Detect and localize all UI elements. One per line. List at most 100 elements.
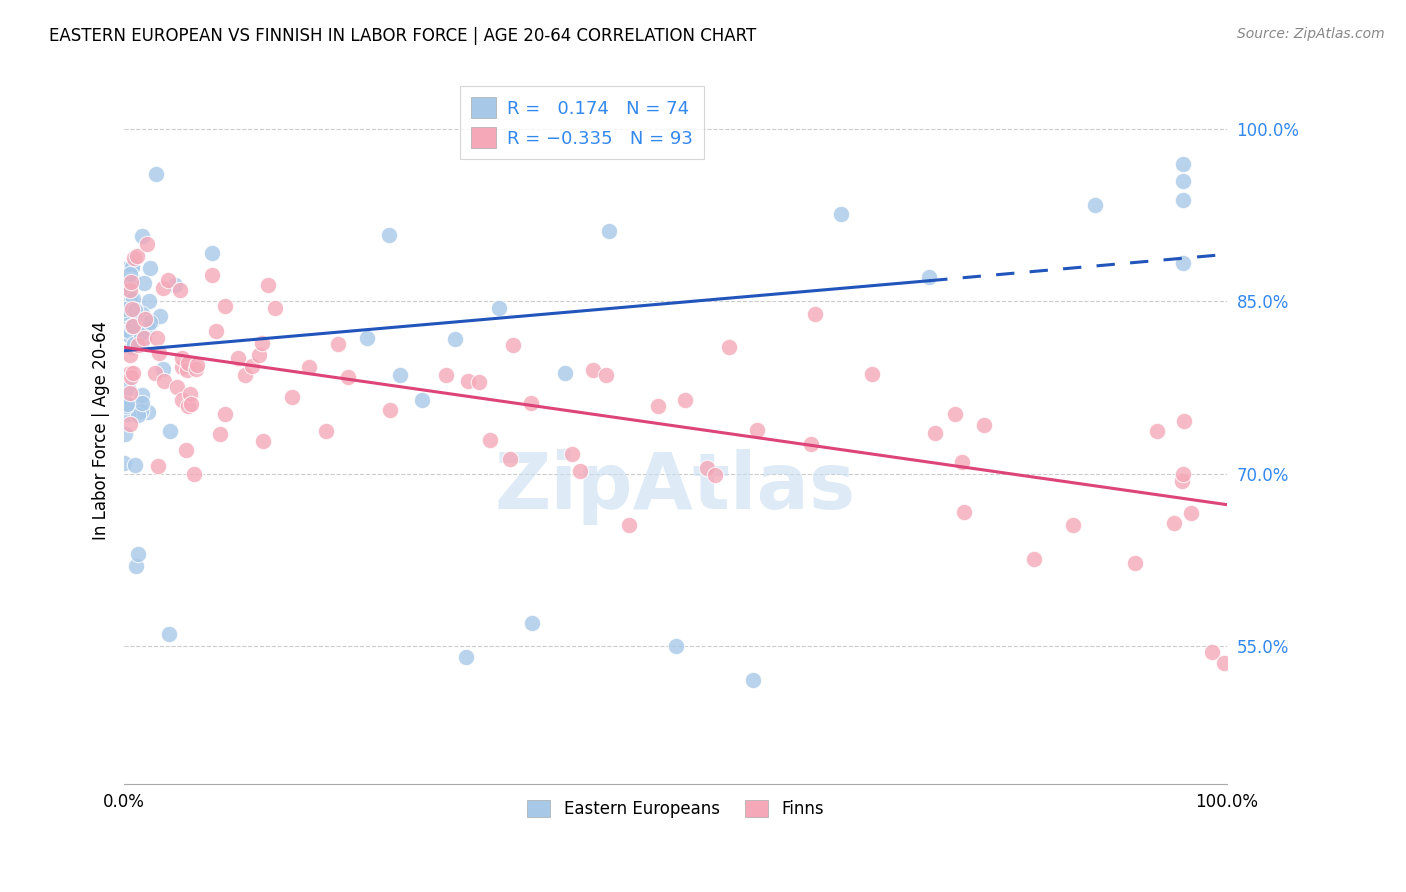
Point <box>337 369 360 384</box>
Point <box>157 627 180 641</box>
Point <box>1123 556 1146 570</box>
Point <box>118 366 141 380</box>
Point <box>117 283 139 297</box>
Point <box>214 407 236 421</box>
Point <box>569 464 592 478</box>
Point <box>830 207 852 221</box>
Point <box>595 368 617 382</box>
Point <box>117 407 139 421</box>
Point <box>950 455 973 469</box>
Point <box>132 276 155 290</box>
Point <box>114 426 136 441</box>
Point <box>127 408 149 422</box>
Point <box>1201 645 1223 659</box>
Point <box>804 307 827 321</box>
Point <box>152 281 174 295</box>
Text: EASTERN EUROPEAN VS FINNISH IN LABOR FORCE | AGE 20-64 CORRELATION CHART: EASTERN EUROPEAN VS FINNISH IN LABOR FOR… <box>49 27 756 45</box>
Point <box>138 294 160 309</box>
Point <box>122 337 145 351</box>
Point <box>172 393 194 408</box>
Point <box>1063 518 1085 533</box>
Text: Source: ZipAtlas.com: Source: ZipAtlas.com <box>1237 27 1385 41</box>
Point <box>205 325 228 339</box>
Point <box>134 311 156 326</box>
Point <box>252 434 274 448</box>
Point <box>1171 467 1194 481</box>
Point <box>129 337 152 351</box>
Point <box>860 367 883 381</box>
Point <box>174 443 197 458</box>
Point <box>136 320 159 334</box>
Point <box>647 399 669 413</box>
Point <box>131 229 153 244</box>
Point <box>201 268 224 282</box>
Point <box>131 307 153 321</box>
Point <box>434 368 457 383</box>
Point <box>250 336 273 351</box>
Point <box>1173 413 1195 427</box>
Point <box>121 293 143 307</box>
Point <box>177 399 200 413</box>
Point <box>924 425 946 440</box>
Point <box>118 324 141 338</box>
Point <box>264 301 287 315</box>
Point <box>121 302 143 317</box>
Point <box>120 273 142 287</box>
Point <box>561 447 583 461</box>
Point <box>114 399 136 413</box>
Point <box>800 437 823 451</box>
Point <box>973 418 995 433</box>
Point <box>257 278 280 293</box>
Point <box>696 460 718 475</box>
Point <box>118 348 141 362</box>
Point <box>457 374 479 388</box>
Point <box>124 458 146 472</box>
Point <box>127 250 149 264</box>
Point <box>1171 256 1194 270</box>
Point <box>129 396 152 410</box>
Point <box>122 366 145 380</box>
Point <box>1171 156 1194 170</box>
Point <box>1171 193 1194 207</box>
Point <box>297 359 319 374</box>
Point <box>378 403 401 417</box>
Point <box>454 650 477 665</box>
Point <box>159 424 181 438</box>
Point <box>1024 552 1046 566</box>
Point <box>1163 516 1185 530</box>
Point <box>129 326 152 341</box>
Point <box>115 397 138 411</box>
Point <box>145 167 167 181</box>
Point <box>152 362 174 376</box>
Point <box>177 356 200 370</box>
Point <box>617 517 640 532</box>
Point <box>112 261 135 276</box>
Point <box>146 331 169 345</box>
Point <box>118 417 141 431</box>
Point <box>703 468 725 483</box>
Point <box>120 292 142 306</box>
Point <box>124 251 146 265</box>
Point <box>141 314 163 328</box>
Point <box>741 673 763 688</box>
Point <box>745 423 768 437</box>
Point <box>131 388 153 402</box>
Point <box>124 302 146 317</box>
Point <box>180 397 202 411</box>
Point <box>135 237 157 252</box>
Point <box>183 467 205 481</box>
Point <box>240 359 263 373</box>
Point <box>114 301 136 316</box>
Point <box>499 451 522 466</box>
Point <box>315 425 337 439</box>
Point <box>554 366 576 380</box>
Point <box>520 396 543 410</box>
Point <box>388 368 411 382</box>
Point <box>146 459 169 474</box>
Point <box>444 332 467 346</box>
Point <box>112 302 135 317</box>
Point <box>118 386 141 401</box>
Point <box>121 275 143 289</box>
Point <box>117 382 139 396</box>
Point <box>184 362 207 376</box>
